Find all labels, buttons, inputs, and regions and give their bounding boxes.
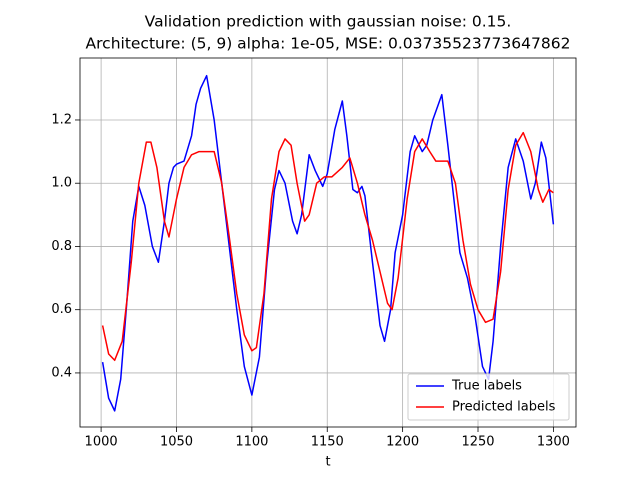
x-axis-label: t [325, 455, 330, 470]
legend-box [407, 373, 570, 421]
data-line [101, 74, 555, 412]
x-tick-label: 1050 [160, 435, 193, 450]
y-tick-label: 0.6 [51, 302, 72, 317]
axes-frame [79, 57, 577, 428]
y-tick-label: 0.8 [51, 239, 72, 254]
x-tick-label: 1150 [311, 435, 344, 450]
x-tick-label: 1100 [235, 435, 268, 450]
y-tick-label: 1.0 [51, 176, 72, 191]
legend-label: Predicted labels [452, 400, 556, 415]
y-tick-label: 0.4 [51, 365, 72, 380]
legend-label: True labels [451, 379, 522, 394]
chart-title: Validation prediction with gaussian nois… [145, 13, 512, 31]
x-tick-label: 1200 [386, 435, 419, 450]
x-tick-label: 1250 [461, 435, 494, 450]
data-line [101, 131, 554, 362]
x-tick-label: 1000 [85, 435, 118, 450]
chart-subtitle: Architecture: (5, 9) alpha: 1e-05, MSE: … [86, 35, 571, 53]
x-tick-label: 1300 [537, 435, 570, 450]
y-tick-label: 1.2 [51, 112, 72, 127]
